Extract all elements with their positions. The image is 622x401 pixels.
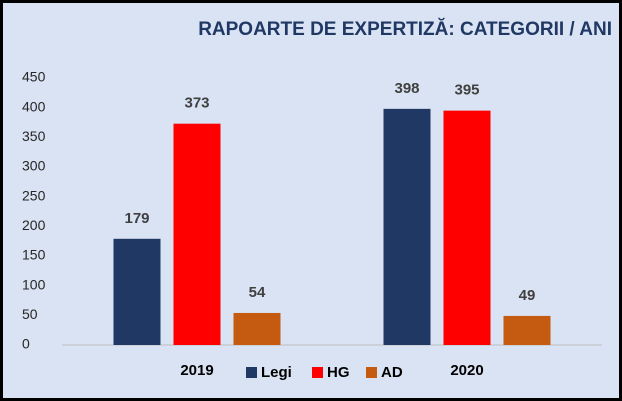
data-label: 54 xyxy=(249,284,266,301)
x-tick-label: 2020 xyxy=(450,362,483,379)
y-tick-label: 200 xyxy=(22,217,46,233)
bar xyxy=(233,312,281,345)
legend-label: Legi xyxy=(261,364,292,381)
y-tick-label: 350 xyxy=(22,128,46,144)
y-tick-label: 150 xyxy=(22,247,46,263)
bar xyxy=(443,110,491,345)
data-label: 49 xyxy=(519,287,536,304)
data-label: 373 xyxy=(184,95,209,112)
y-tick-label: 100 xyxy=(22,276,46,292)
y-tick-label: 0 xyxy=(22,336,30,352)
y-tick-label: 50 xyxy=(22,306,38,322)
legend-swatch xyxy=(312,367,323,378)
bar xyxy=(173,123,221,345)
data-label: 179 xyxy=(124,210,149,227)
bar xyxy=(383,108,431,345)
data-label: 398 xyxy=(394,80,419,97)
bar xyxy=(113,238,161,345)
y-tick-label: 300 xyxy=(22,158,46,174)
data-label: 395 xyxy=(454,82,479,99)
x-tick-label: 2019 xyxy=(180,362,213,379)
legend-swatch xyxy=(246,367,257,378)
bar xyxy=(503,315,551,345)
y-tick-label: 450 xyxy=(22,69,46,85)
legend-label: HG xyxy=(327,364,350,381)
chart-title: RAPOARTE DE EXPERTIZĂ: CATEGORII / ANI xyxy=(198,18,612,40)
y-tick-label: 400 xyxy=(22,98,46,114)
legend-swatch xyxy=(366,367,377,378)
y-tick-label: 250 xyxy=(22,187,46,203)
legend-label: AD xyxy=(381,364,403,381)
